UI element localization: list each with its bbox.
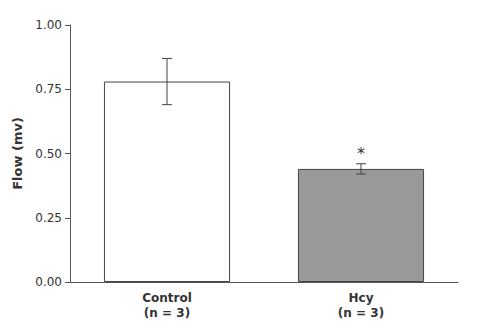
svg-text:0.25: 0.25 [35, 211, 62, 225]
svg-text:Flow (mv): Flow (mv) [10, 117, 25, 190]
svg-text:*: * [357, 144, 365, 163]
svg-text:1.00: 1.00 [35, 18, 62, 32]
svg-text:0.00: 0.00 [35, 275, 62, 289]
svg-text:Control: Control [142, 291, 192, 305]
svg-text:Hcy: Hcy [349, 291, 374, 305]
svg-text:(n = 3): (n = 3) [338, 306, 384, 320]
svg-text:0.50: 0.50 [35, 147, 62, 161]
svg-text:(n = 3): (n = 3) [144, 306, 190, 320]
svg-text:0.75: 0.75 [35, 82, 62, 96]
